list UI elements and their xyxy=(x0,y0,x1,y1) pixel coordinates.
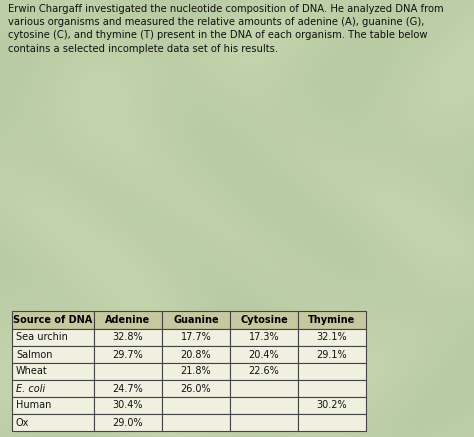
Bar xyxy=(230,346,298,363)
Bar xyxy=(298,414,366,431)
Bar xyxy=(12,397,94,414)
Bar xyxy=(230,329,298,346)
Bar xyxy=(230,414,298,431)
Text: 17.3%: 17.3% xyxy=(249,333,279,343)
Bar xyxy=(298,363,366,380)
Bar xyxy=(162,329,230,346)
Text: Wheat: Wheat xyxy=(16,367,48,377)
Text: 29.7%: 29.7% xyxy=(113,350,143,360)
Text: Thymine: Thymine xyxy=(309,315,356,325)
Bar xyxy=(94,380,162,397)
Bar xyxy=(162,397,230,414)
Text: Cytosine: Cytosine xyxy=(240,315,288,325)
Text: 22.6%: 22.6% xyxy=(249,367,279,377)
Text: Erwin Chargaff investigated the nucleotide composition of DNA. He analyzed DNA f: Erwin Chargaff investigated the nucleoti… xyxy=(8,4,444,54)
Bar xyxy=(12,363,94,380)
Bar xyxy=(12,414,94,431)
Text: 32.1%: 32.1% xyxy=(317,333,347,343)
Text: Salmon: Salmon xyxy=(16,350,53,360)
Text: Sea urchin: Sea urchin xyxy=(16,333,68,343)
Bar xyxy=(94,363,162,380)
Bar xyxy=(298,329,366,346)
Bar xyxy=(12,346,94,363)
Text: 29.1%: 29.1% xyxy=(317,350,347,360)
Bar xyxy=(298,346,366,363)
Bar xyxy=(298,397,366,414)
Bar xyxy=(94,329,162,346)
Text: 30.2%: 30.2% xyxy=(317,400,347,410)
Text: Ox: Ox xyxy=(16,417,29,427)
Bar xyxy=(162,311,230,329)
Bar xyxy=(230,380,298,397)
Bar xyxy=(298,311,366,329)
Bar xyxy=(94,311,162,329)
Bar xyxy=(230,311,298,329)
Bar xyxy=(162,380,230,397)
Text: 24.7%: 24.7% xyxy=(113,384,143,393)
Text: 29.0%: 29.0% xyxy=(113,417,143,427)
Bar xyxy=(12,329,94,346)
Bar xyxy=(230,363,298,380)
Text: Human: Human xyxy=(16,400,51,410)
Bar xyxy=(298,380,366,397)
Bar xyxy=(162,414,230,431)
Bar xyxy=(94,414,162,431)
Bar xyxy=(12,380,94,397)
Text: Guanine: Guanine xyxy=(173,315,219,325)
Text: 20.4%: 20.4% xyxy=(249,350,279,360)
Bar xyxy=(94,397,162,414)
Bar xyxy=(162,346,230,363)
Text: Source of DNA: Source of DNA xyxy=(13,315,92,325)
Bar xyxy=(94,346,162,363)
Text: Adenine: Adenine xyxy=(105,315,151,325)
Bar xyxy=(230,397,298,414)
Text: 26.0%: 26.0% xyxy=(181,384,211,393)
Text: 17.7%: 17.7% xyxy=(181,333,211,343)
Bar xyxy=(162,363,230,380)
Text: 20.8%: 20.8% xyxy=(181,350,211,360)
Text: 30.4%: 30.4% xyxy=(113,400,143,410)
Text: 21.8%: 21.8% xyxy=(181,367,211,377)
Text: E. coli: E. coli xyxy=(16,384,45,393)
Bar xyxy=(12,311,94,329)
Text: 32.8%: 32.8% xyxy=(113,333,143,343)
